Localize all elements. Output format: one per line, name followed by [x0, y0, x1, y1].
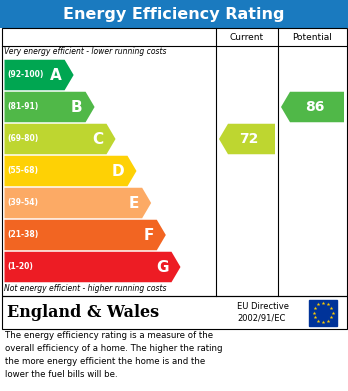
Text: G: G — [156, 260, 168, 274]
Text: Not energy efficient - higher running costs: Not energy efficient - higher running co… — [5, 284, 167, 293]
Bar — [309, 300, 337, 325]
Text: (39-54): (39-54) — [8, 199, 39, 208]
Text: A: A — [50, 68, 62, 83]
Bar — [0, 0, 348, 28]
Bar — [1, 296, 347, 329]
Polygon shape — [5, 92, 95, 122]
Bar — [1, 28, 347, 296]
Polygon shape — [5, 252, 181, 282]
Text: England & Wales: England & Wales — [7, 304, 159, 321]
Text: EU Directive
2002/91/EC: EU Directive 2002/91/EC — [237, 302, 289, 323]
Text: (55-68): (55-68) — [8, 167, 39, 176]
Text: F: F — [143, 228, 154, 242]
Polygon shape — [5, 220, 166, 250]
Bar — [0, 296, 348, 329]
Polygon shape — [5, 124, 116, 154]
Text: Very energy efficient - lower running costs: Very energy efficient - lower running co… — [5, 47, 167, 56]
Text: Current: Current — [230, 32, 264, 41]
Text: (1-20): (1-20) — [8, 262, 33, 271]
Text: (92-100): (92-100) — [8, 70, 44, 79]
Polygon shape — [5, 156, 136, 186]
Text: C: C — [93, 131, 104, 147]
Text: 72: 72 — [239, 132, 259, 146]
Text: (21-38): (21-38) — [8, 231, 39, 240]
Polygon shape — [281, 92, 344, 122]
Text: B: B — [71, 99, 82, 115]
Text: The energy efficiency rating is a measure of the
overall efficiency of a home. T: The energy efficiency rating is a measur… — [5, 331, 222, 378]
Text: Potential: Potential — [292, 32, 332, 41]
Text: (69-80): (69-80) — [8, 135, 39, 143]
Text: 86: 86 — [305, 100, 324, 114]
Text: (81-91): (81-91) — [8, 102, 39, 111]
Text: D: D — [112, 163, 125, 179]
Polygon shape — [5, 188, 151, 218]
Text: E: E — [129, 196, 139, 210]
Text: Energy Efficiency Rating: Energy Efficiency Rating — [63, 7, 285, 22]
Polygon shape — [5, 60, 74, 90]
Polygon shape — [219, 124, 275, 154]
